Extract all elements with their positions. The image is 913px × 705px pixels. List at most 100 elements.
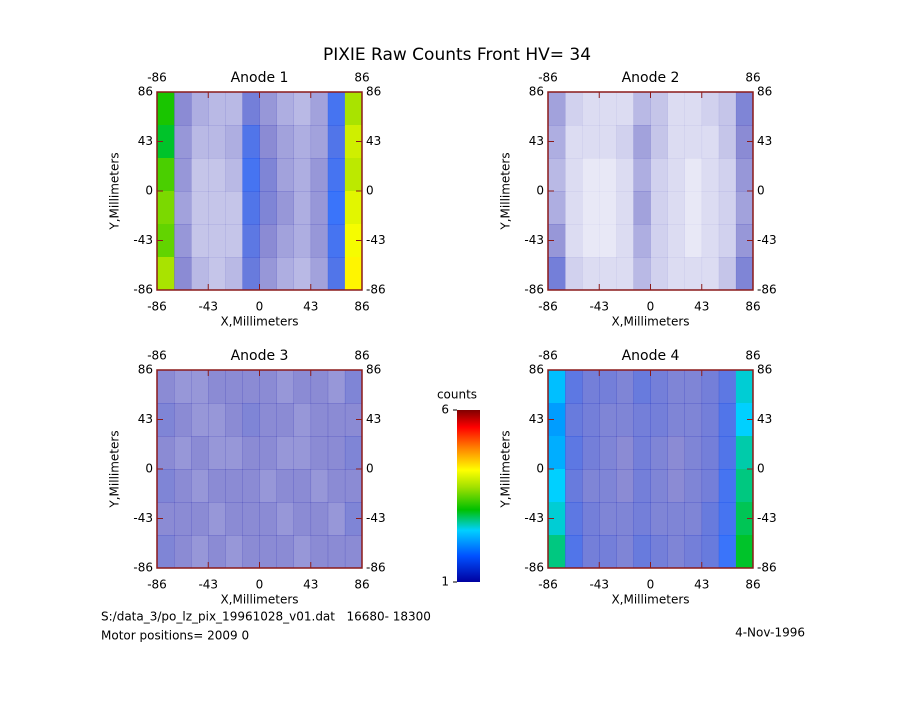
heat-cell	[327, 436, 346, 470]
heat-cell	[718, 224, 737, 258]
heat-cell	[633, 403, 651, 437]
heat-cell	[667, 257, 685, 291]
heat-cell	[191, 92, 209, 126]
heat-cell	[310, 502, 329, 536]
heat-cell	[225, 535, 243, 569]
heat-cell	[701, 370, 720, 404]
heat-cell	[650, 92, 668, 126]
heat-cell	[174, 370, 192, 404]
x2-tick-label: -86	[147, 71, 167, 85]
heat-cell	[208, 191, 226, 225]
heat-cell	[667, 502, 685, 536]
heat-cell	[582, 92, 600, 126]
y2-tick-label: 86	[366, 363, 381, 377]
heat-cell	[157, 191, 175, 225]
y-tick-label: 0	[536, 462, 544, 476]
heat-cell	[225, 436, 243, 470]
y2-tick-label: 0	[366, 184, 374, 198]
heat-cell	[667, 403, 685, 437]
y2-tick-label: 0	[366, 462, 374, 476]
heat-cell	[684, 92, 703, 126]
heat-cell	[616, 469, 634, 503]
panel-title: Anode 2	[622, 70, 680, 86]
heat-cell	[344, 436, 363, 470]
y-axis-label: Y,Millimeters	[108, 430, 122, 508]
heat-cell	[327, 535, 346, 569]
heat-cell	[225, 158, 243, 192]
heat-cell	[242, 191, 260, 225]
heat-cell	[718, 125, 737, 159]
y2-tick-label: -43	[366, 233, 386, 247]
heat-cell	[293, 191, 312, 225]
panel-title: Anode 1	[231, 70, 289, 86]
heat-cell	[208, 502, 226, 536]
heat-cell	[225, 370, 243, 404]
heat-cell	[225, 224, 243, 258]
heat-cell	[650, 191, 668, 225]
heat-cell	[242, 257, 260, 291]
figure-title: PIXIE Raw Counts Front HV= 34	[323, 45, 591, 65]
heat-cell	[310, 436, 329, 470]
heat-cell	[616, 125, 634, 159]
heat-cell	[599, 125, 617, 159]
heat-cell	[599, 370, 617, 404]
heat-cell	[735, 191, 754, 225]
heat-cell	[667, 535, 685, 569]
y-tick-label: 0	[145, 462, 153, 476]
heat-cell	[327, 125, 346, 159]
x-tick-label: 0	[256, 300, 264, 314]
heat-cell	[650, 535, 668, 569]
heat-cell	[718, 370, 737, 404]
heat-cell	[174, 436, 192, 470]
heat-cell	[667, 224, 685, 258]
heat-cell	[582, 191, 600, 225]
heat-cell	[157, 224, 175, 258]
heat-cell	[701, 224, 720, 258]
heat-cell	[225, 403, 243, 437]
heat-cell	[582, 502, 600, 536]
heat-cell	[157, 502, 175, 536]
heat-cell	[344, 224, 363, 258]
heat-cell	[650, 224, 668, 258]
y-tick-label: 43	[138, 134, 153, 148]
heat-cell	[174, 469, 192, 503]
heat-cell	[191, 224, 209, 258]
y-axis-label: Y,Millimeters	[499, 430, 513, 508]
heat-cell	[633, 191, 651, 225]
heat-cell	[327, 257, 346, 291]
heat-cell	[259, 469, 277, 503]
heat-cell	[276, 224, 294, 258]
heat-cell	[650, 403, 668, 437]
heat-cell	[548, 403, 566, 437]
heat-cell	[208, 403, 226, 437]
heat-cell	[565, 469, 583, 503]
heat-cell	[701, 191, 720, 225]
y-tick-label: 86	[529, 363, 544, 377]
heat-cell	[327, 158, 346, 192]
heat-cell	[293, 224, 312, 258]
y-tick-label: 0	[536, 184, 544, 198]
heat-cell	[276, 535, 294, 569]
heat-cell	[208, 469, 226, 503]
x2-tick-label: 86	[745, 71, 760, 85]
heat-cell	[633, 224, 651, 258]
heat-cell	[174, 125, 192, 159]
heat-cell	[616, 535, 634, 569]
y-axis-label: Y,Millimeters	[499, 152, 513, 230]
x-tick-label: 86	[354, 578, 369, 592]
heat-cell	[293, 370, 312, 404]
x2-tick-label: -86	[538, 349, 558, 363]
heat-cell	[735, 403, 754, 437]
heat-cell	[157, 403, 175, 437]
heat-cell	[684, 502, 703, 536]
heat-cell	[344, 502, 363, 536]
heat-cell	[735, 257, 754, 291]
heat-cell	[310, 191, 329, 225]
x-tick-label: 86	[745, 300, 760, 314]
heat-cell	[276, 191, 294, 225]
heat-cell	[191, 370, 209, 404]
heat-cell	[616, 436, 634, 470]
heat-cell	[667, 158, 685, 192]
heat-cell	[208, 436, 226, 470]
